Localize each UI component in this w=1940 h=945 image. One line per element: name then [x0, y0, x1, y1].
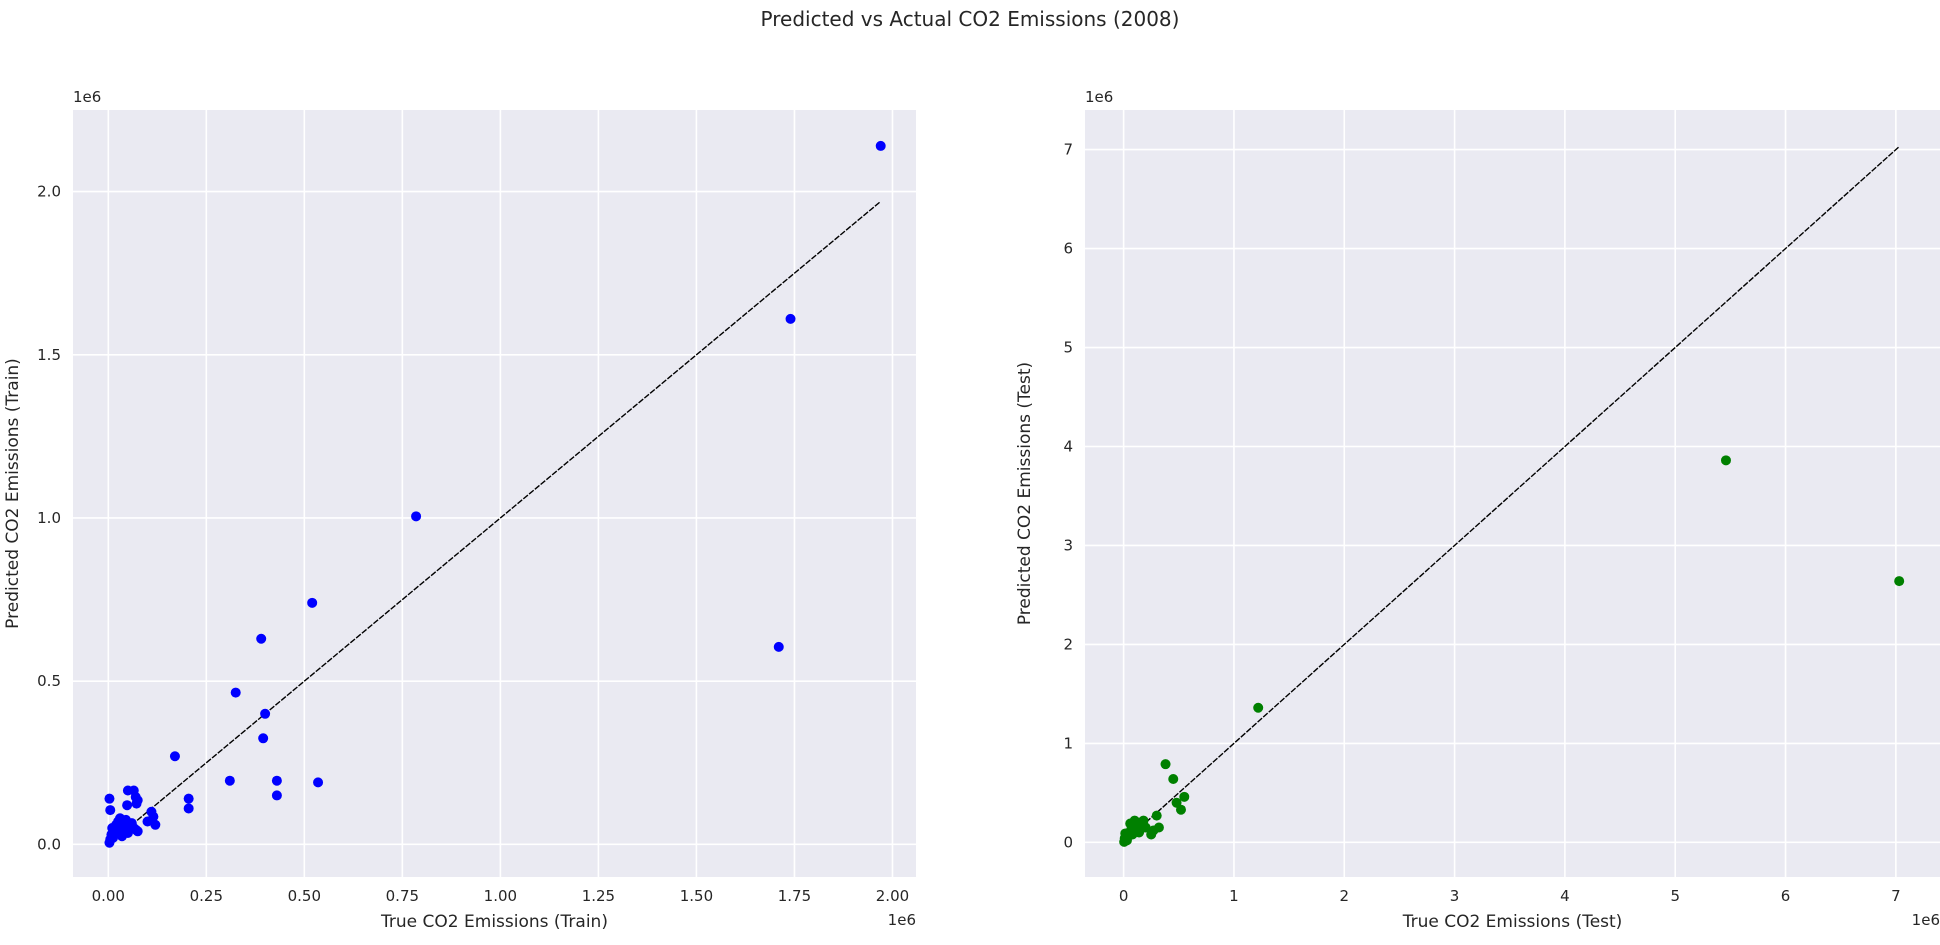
train-data-point	[105, 805, 116, 816]
train-x-tick-label: 1.75	[778, 887, 811, 905]
test-data-point	[1151, 810, 1162, 821]
train-data-point	[132, 795, 143, 806]
train-data-point	[224, 775, 235, 786]
train-x-tick-label: 0.75	[386, 887, 419, 905]
test-y-tick-label: 5	[1063, 339, 1073, 357]
train-data-point	[411, 511, 422, 522]
test-y-tick-label: 1	[1063, 734, 1073, 752]
train-x-axis-label: True CO2 Emissions (Train)	[380, 912, 608, 932]
train-y-tick-label: 1.5	[37, 346, 61, 364]
test-y-tick-label: 0	[1063, 833, 1073, 851]
test-data-point	[1168, 774, 1179, 785]
train-data-point	[773, 641, 784, 652]
test-x-tick-label: 1	[1229, 887, 1239, 905]
train-x-offset-label: 1e6	[888, 911, 916, 929]
test-x-axis-label: True CO2 Emissions (Test)	[1402, 912, 1623, 932]
test-data-point	[1253, 702, 1264, 713]
test-y-tick-label: 3	[1063, 536, 1073, 554]
train-data-point	[183, 803, 194, 814]
train-data-point	[150, 819, 161, 830]
train-data-point	[169, 751, 180, 762]
test-data-point	[1175, 804, 1186, 815]
train-y-offset-label: 1e6	[73, 88, 101, 106]
test-x-tick-label: 3	[1450, 887, 1460, 905]
train-y-axis-label: Predicted CO2 Emissions (Train)	[3, 358, 23, 629]
test-data-point	[1153, 822, 1164, 833]
test-y-tick-label: 6	[1063, 240, 1073, 258]
train-data-point	[122, 800, 133, 811]
train-x-tick-label: 1.25	[582, 887, 615, 905]
test-data-point	[1140, 822, 1151, 833]
test-x-tick-label: 4	[1560, 887, 1570, 905]
train-y-tick-label: 0.0	[37, 835, 61, 853]
train-data-point	[230, 687, 241, 698]
test-y-offset-label: 1e6	[1085, 88, 1113, 106]
train-data-point	[258, 733, 269, 744]
test-x-tick-label: 6	[1781, 887, 1791, 905]
test-scatter-axes: 0 1 2 3 4 5 6 7 0 1 2 3 4 5 6 7 1e6 1e6 True CO2 Emissions…	[1015, 88, 1940, 932]
train-data-point	[875, 140, 886, 151]
train-data-point	[307, 597, 318, 608]
train-data-point	[260, 708, 271, 719]
train-data-point	[271, 775, 282, 786]
train-data-point	[132, 826, 143, 837]
test-x-offset-label: 1e6	[1912, 911, 1940, 929]
train-x-tick-label: 1.00	[484, 887, 517, 905]
train-scatter-axes: 0.00 0.25 0.50 0.75 1.00 1.25 1.50 1.75 2.00 0.0 0…	[3, 88, 916, 932]
test-identity-line	[1123, 146, 1900, 843]
test-data-point	[1720, 455, 1731, 466]
figure-title: Predicted vs Actual CO2 Emissions (2008)	[761, 7, 1180, 31]
test-x-tick-label: 5	[1670, 887, 1680, 905]
test-x-tick-label: 0	[1119, 887, 1129, 905]
test-data-point	[1894, 576, 1905, 587]
train-data-point	[183, 793, 194, 804]
train-data-point	[256, 633, 267, 644]
train-x-tick-label: 0.50	[288, 887, 321, 905]
train-y-tick-label: 2.0	[37, 183, 61, 201]
train-identity-line	[107, 200, 882, 845]
train-x-tick-label: 0.00	[92, 887, 125, 905]
train-x-tick-label: 1.50	[680, 887, 713, 905]
train-y-tick-label: 1.0	[37, 509, 61, 527]
test-x-tick-label: 7	[1891, 887, 1901, 905]
test-data-point	[1179, 791, 1190, 802]
train-plot-background	[73, 110, 916, 877]
train-x-tick-label: 0.25	[190, 887, 223, 905]
train-x-tick-label: 2.00	[876, 887, 909, 905]
test-y-tick-label: 2	[1063, 635, 1073, 653]
train-data-point	[271, 790, 282, 801]
train-y-tick-label: 0.5	[37, 672, 61, 690]
test-x-tick-label: 2	[1339, 887, 1349, 905]
train-data-point	[785, 313, 796, 324]
train-data-point	[104, 793, 115, 804]
train-data-point	[148, 811, 159, 822]
test-y-tick-label: 4	[1063, 437, 1073, 455]
train-data-point	[313, 777, 324, 788]
test-data-point	[1160, 759, 1171, 770]
test-y-tick-label: 7	[1063, 141, 1073, 159]
test-y-axis-label: Predicted CO2 Emissions (Test)	[1015, 362, 1035, 625]
